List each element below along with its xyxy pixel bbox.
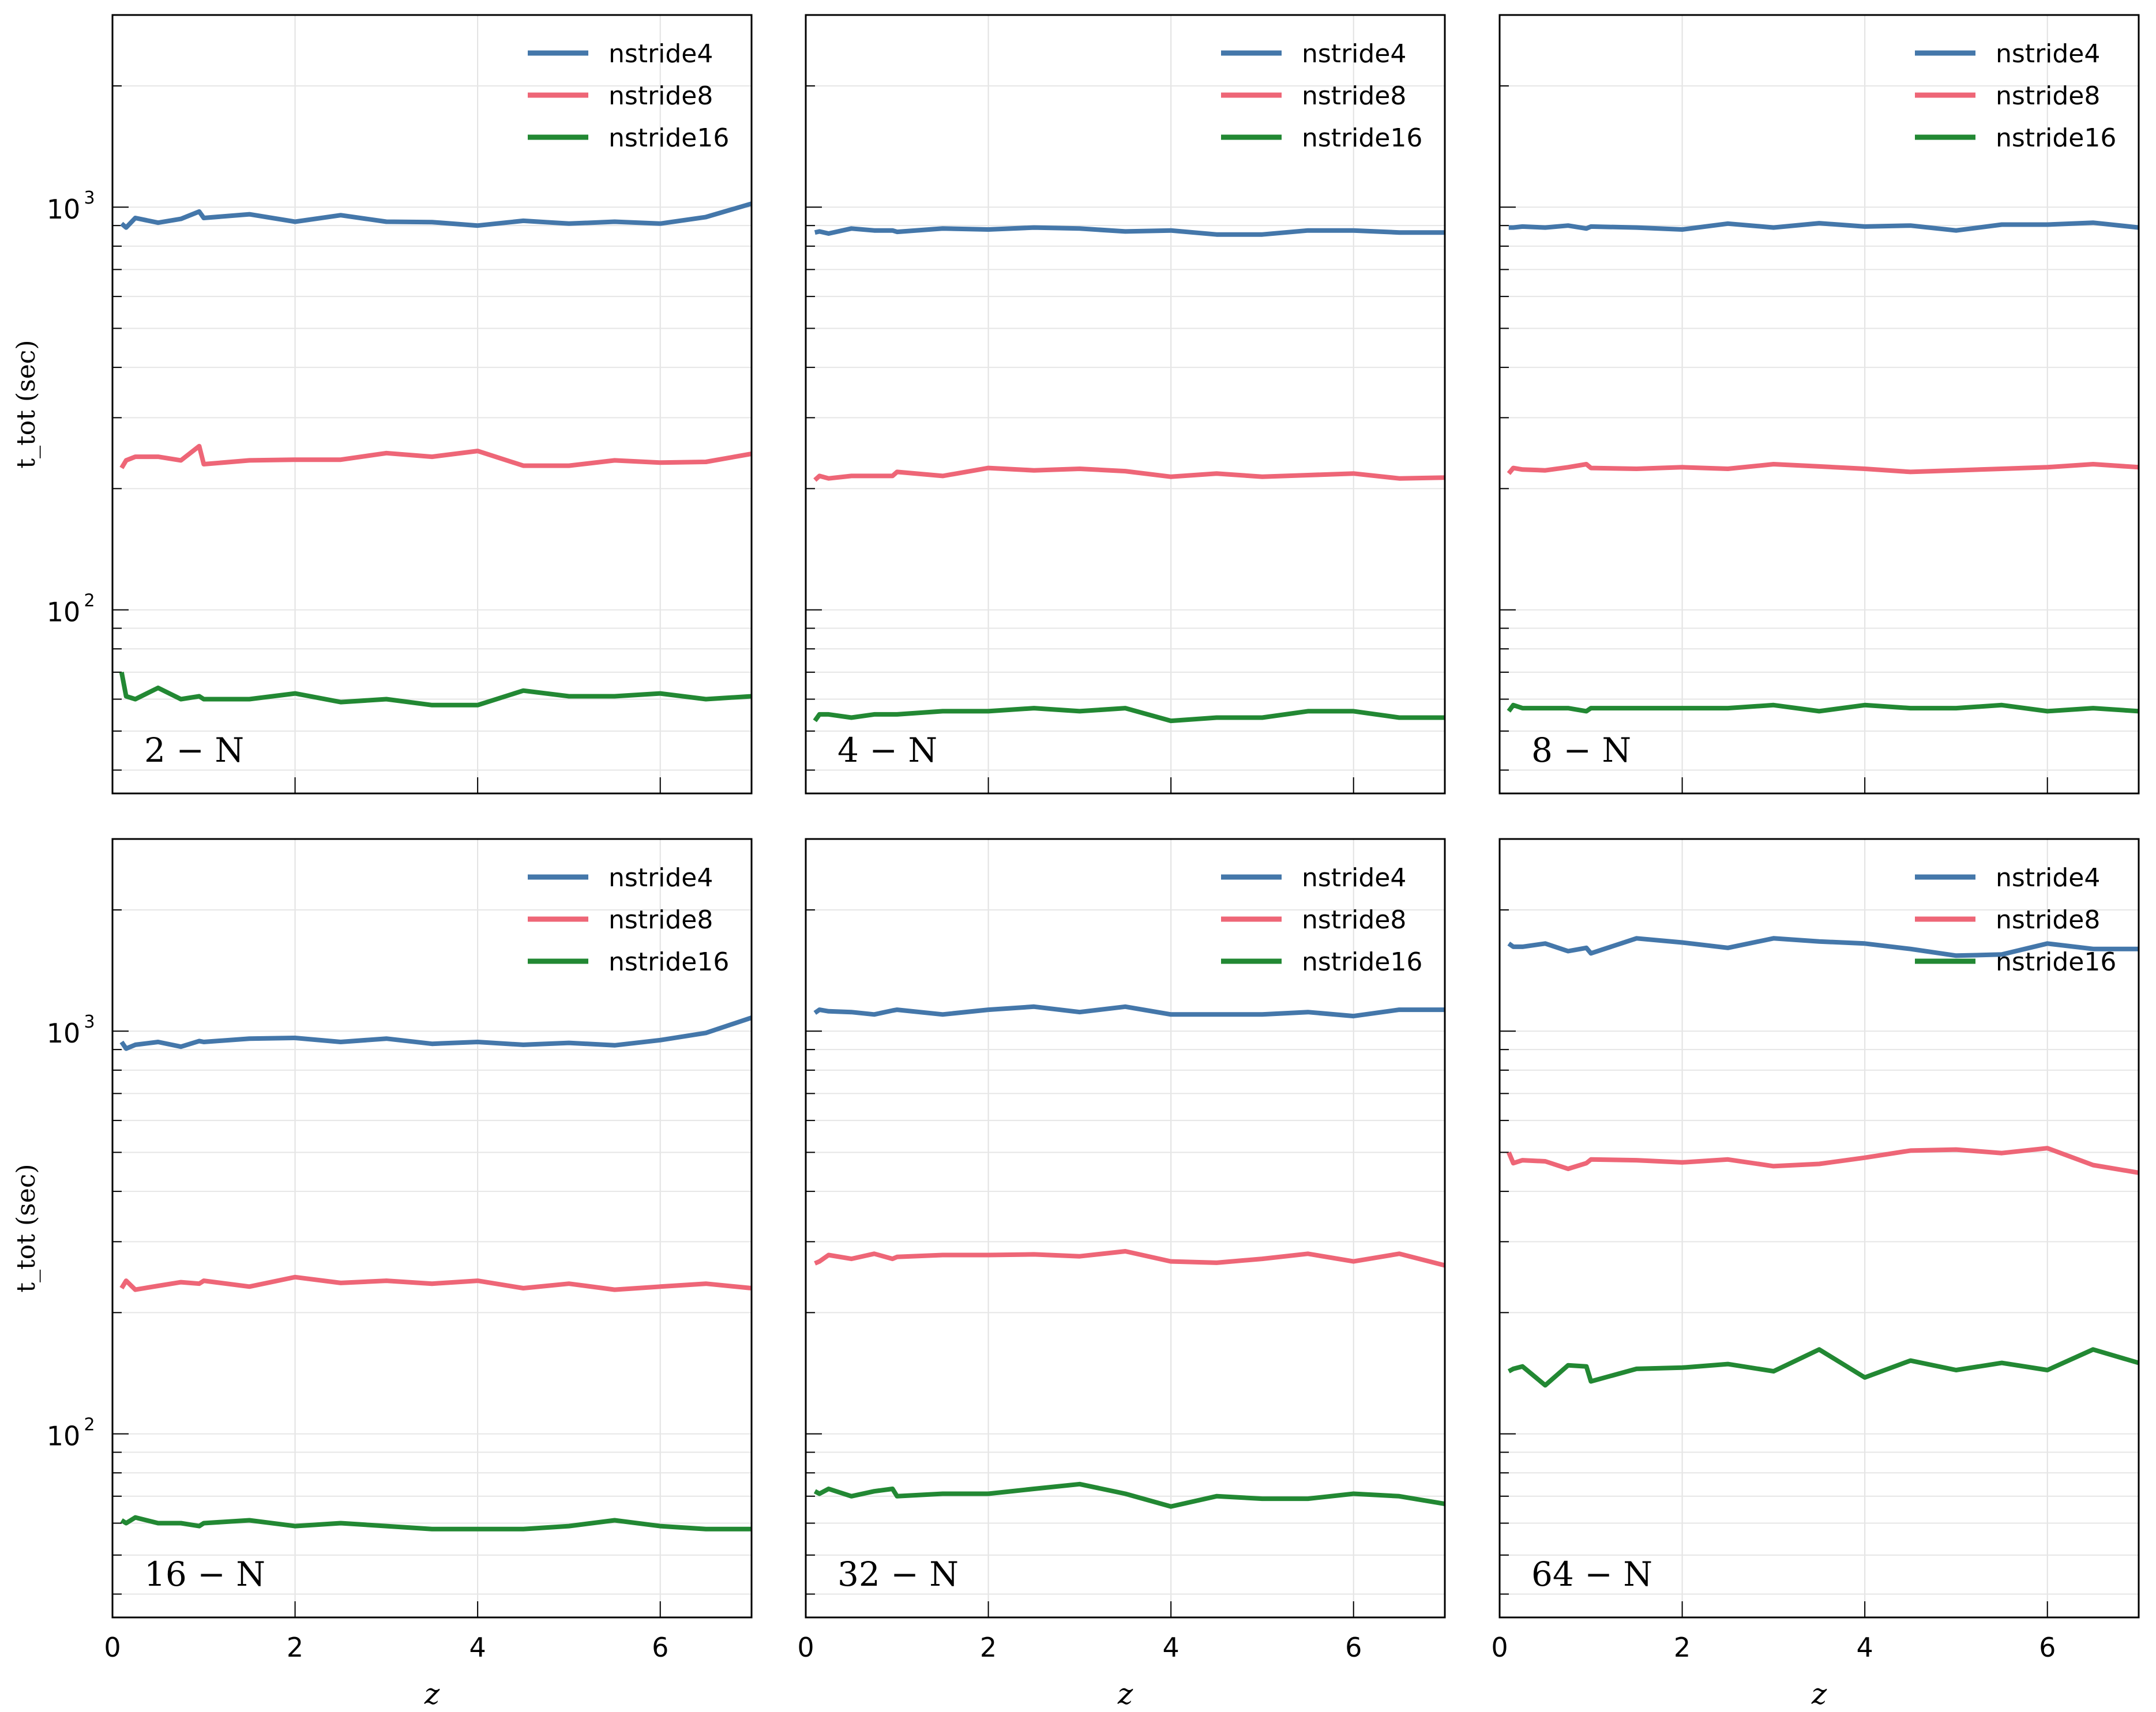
x-tick-label: 6 [652,1632,668,1663]
series-line-nstride4 [1508,220,2139,233]
x-axis-label: z [424,1677,440,1711]
x-tick-label: 6 [1345,1632,1362,1663]
legend-label: nstride8 [1302,905,1406,935]
axes-frame [805,14,1446,795]
x-axis-label: z [1811,1677,1827,1711]
series-line-nstride4 [119,1015,753,1051]
y-tick-label: 10 [47,1421,81,1452]
legend-label: nstride4 [609,39,713,69]
series-line-nstride4 [814,225,1445,237]
x-tick-label: 4 [469,1632,486,1663]
series-line-nstride16 [120,1515,752,1532]
legend-label: nstride8 [609,905,713,935]
legend-label: nstride4 [1996,39,2100,69]
series-line-nstride16 [813,1481,1445,1509]
panel-label: 4 − N [837,731,937,770]
legend-label: nstride8 [1302,81,1406,111]
axes-frame [1498,838,2140,1619]
series-line-nstride8 [119,443,752,469]
legend-label: nstride4 [1996,863,2100,893]
x-tick-label: 4 [1857,1632,1873,1663]
y-tick-label: 10 [47,597,81,628]
legend-label: nstride8 [609,81,713,111]
y-tick-label: 10 [47,1018,81,1049]
x-tick-label: 4 [1163,1632,1180,1663]
panel-label: 32 − N [837,1555,959,1594]
series-line-nstride4 [120,201,753,230]
series-line-nstride16 [1507,1347,2140,1388]
legend-label: nstride16 [1996,947,2116,977]
legend-label: nstride16 [1996,123,2116,153]
panel-label: 2 − N [144,731,244,770]
legend-label: nstride16 [1302,947,1422,977]
legend-label: nstride4 [609,863,713,893]
axes-frame [1498,14,2140,795]
axes-frame [111,838,753,1619]
series-line-nstride8 [1507,462,2139,475]
y-tick-label-exp: 2 [84,591,95,611]
legend-label: nstride8 [1996,905,2100,935]
legend-label: nstride4 [1302,863,1406,893]
panel-label: 8 − N [1531,731,1631,770]
series-line-nstride4 [813,1004,1445,1019]
y-axis-label: t_tot (sec) [12,340,41,468]
series-line-nstride8 [813,465,1445,482]
x-tick-label: 2 [287,1632,303,1663]
panel-label: 16 − N [144,1555,265,1594]
y-tick-label: 10 [47,194,81,225]
axes-frame [111,14,753,795]
legend-label: nstride16 [609,123,729,153]
legend-label: nstride16 [609,947,729,977]
panel-3: nstride4 nstride8 nstride16 8 − N [1498,14,2140,795]
x-tick-label: 0 [797,1632,814,1663]
series-line-nstride16 [813,706,1445,724]
legend-label: nstride8 [1996,81,2100,111]
panel-5: nstride4 nstride8 nstride16 32 − N 0 2 4 6 z [797,838,1446,1711]
x-axis-label: z [1117,1677,1133,1711]
series-line-nstride4 [1507,936,2139,958]
y-axis-label: t_tot (sec) [12,1164,41,1292]
series-line-nstride16 [1507,702,2139,714]
series-line-nstride16 [119,672,752,708]
series-line-nstride8 [119,1274,752,1292]
legend-label: nstride16 [1302,123,1422,153]
x-tick-label: 2 [1674,1632,1691,1663]
axes-frame [805,838,1446,1619]
series-line-nstride8 [1507,1146,2139,1175]
y-tick-label-exp: 2 [84,1415,95,1435]
y-tick-label-exp: 3 [84,188,95,208]
legend-label: nstride4 [1302,39,1406,69]
panel-6: nstride4 nstride8 nstride16 64 − N 0 2 4 6 z [1491,838,2140,1711]
x-tick-label: 0 [104,1632,121,1663]
x-tick-label: 0 [1491,1632,1508,1663]
panel-2: nstride4 nstride8 nstride16 4 − N [805,14,1446,795]
panel-label: 64 − N [1531,1555,1652,1594]
x-tick-label: 6 [2039,1632,2056,1663]
series-line-nstride8 [814,1249,1445,1268]
y-tick-label-exp: 3 [84,1012,95,1032]
x-tick-label: 2 [980,1632,997,1663]
